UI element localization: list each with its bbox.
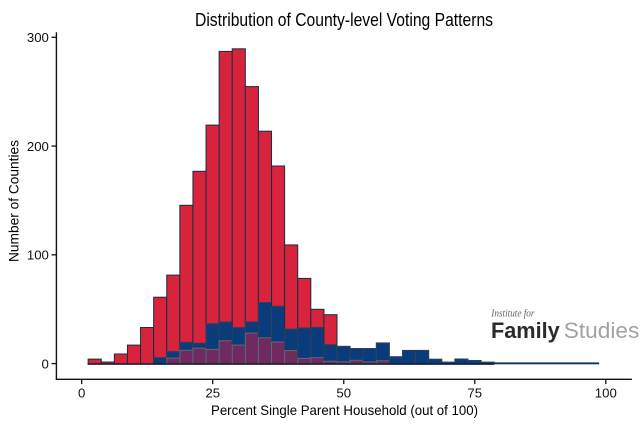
svg-text:50: 50 bbox=[336, 385, 351, 400]
svg-text:Distribution of County-level V: Distribution of County-level Voting Patt… bbox=[195, 9, 493, 30]
svg-text:300: 300 bbox=[27, 30, 49, 45]
svg-text:Family: Family bbox=[491, 318, 560, 343]
svg-text:100: 100 bbox=[27, 248, 49, 263]
svg-text:25: 25 bbox=[205, 385, 220, 400]
svg-text:Percent Single Parent Househol: Percent Single Parent Household (out of … bbox=[211, 403, 478, 418]
svg-text:Studies: Studies bbox=[564, 318, 640, 343]
svg-text:Institute for: Institute for bbox=[490, 309, 534, 320]
svg-text:75: 75 bbox=[467, 385, 482, 400]
svg-text:Number of Counties: Number of Counties bbox=[6, 140, 21, 262]
svg-text:200: 200 bbox=[27, 139, 49, 154]
svg-text:100: 100 bbox=[595, 385, 617, 400]
svg-text:0: 0 bbox=[78, 385, 85, 400]
svg-text:0: 0 bbox=[42, 356, 49, 371]
